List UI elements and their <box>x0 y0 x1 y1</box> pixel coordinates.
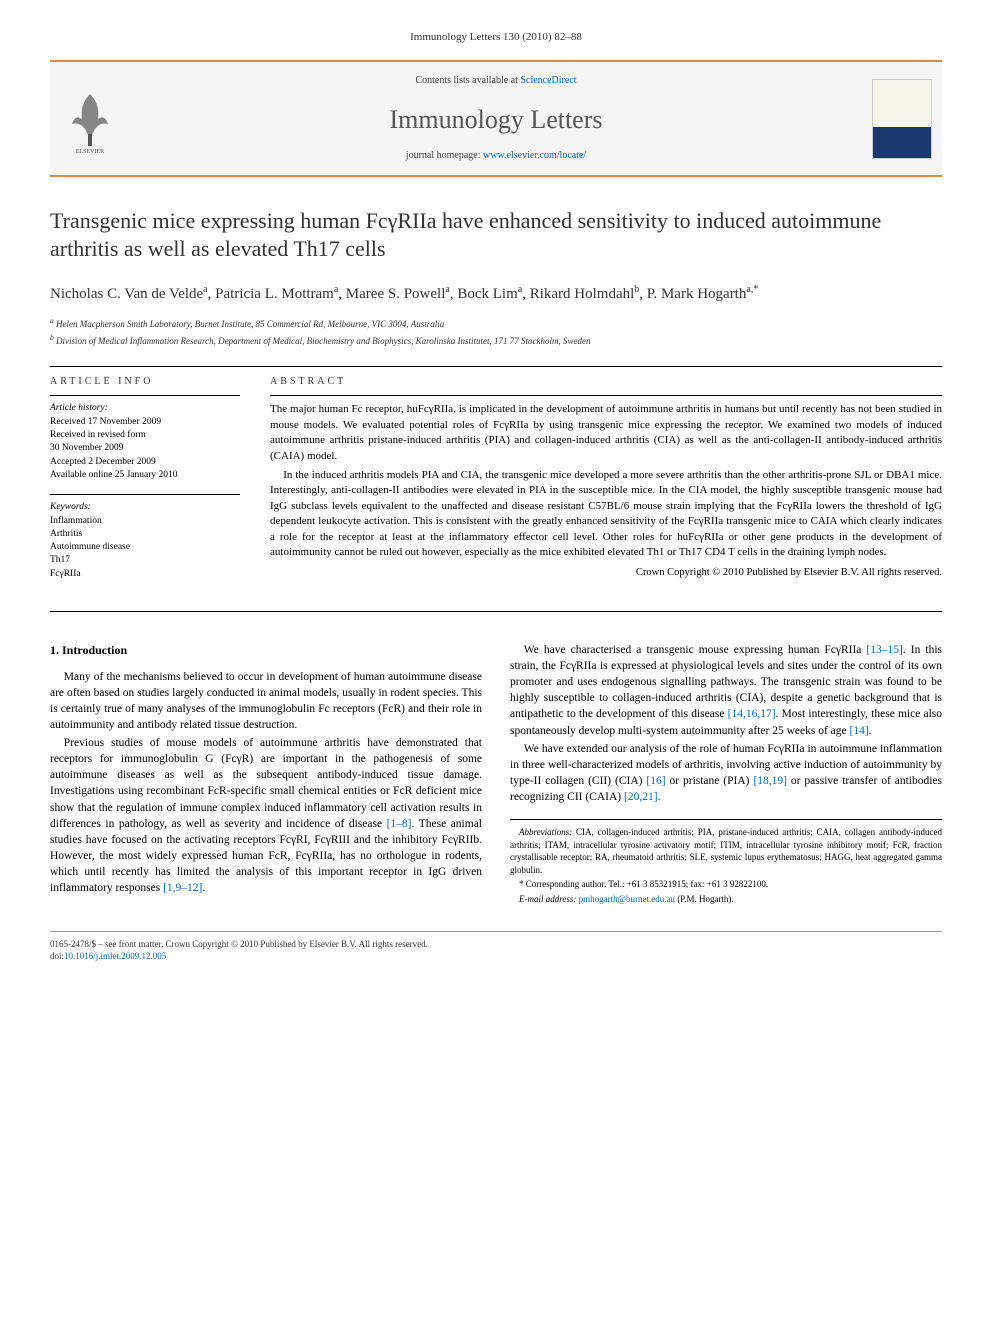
elsevier-tree-logo: ELSEVIER <box>60 84 120 154</box>
intro-p3: We have characterised a transgenic mouse… <box>510 642 942 739</box>
keyword: Th17 <box>50 554 240 567</box>
affiliations: a Helen Macpherson Smith Laboratory, Bur… <box>50 315 942 348</box>
sciencedirect-link[interactable]: ScienceDirect <box>520 75 576 86</box>
ref-link[interactable]: [14,16,17] <box>728 708 776 720</box>
keywords-label: Keywords: <box>50 501 240 514</box>
article-history-block: Article history: Received 17 November 20… <box>50 395 240 482</box>
cover-thumb-cell <box>862 62 942 174</box>
abstract-p1: The major human Fc receptor, huFcγRIIa, … <box>270 402 942 464</box>
footnotes: Abbreviations: CIA, collagen-induced art… <box>510 819 942 906</box>
affiliation-a: a Helen Macpherson Smith Laboratory, Bur… <box>50 315 942 332</box>
history-line: Accepted 2 December 2009 <box>50 456 240 469</box>
keyword: Autoimmune disease <box>50 541 240 554</box>
keyword: FcγRIIa <box>50 568 240 581</box>
journal-name: Immunology Letters <box>140 102 852 138</box>
divider <box>50 611 942 612</box>
history-line: 30 November 2009 <box>50 442 240 455</box>
ref-link[interactable]: [13–15] <box>866 644 902 656</box>
doi-link[interactable]: 10.1016/j.imlet.2009.12.005 <box>64 951 166 961</box>
keywords-block: Keywords: Inflammation Arthritis Autoimm… <box>50 494 240 581</box>
article-info-column: ARTICLE INFO Article history: Received 1… <box>50 375 240 593</box>
author-list: Nicholas C. Van de Veldea, Patricia L. M… <box>50 282 942 306</box>
divider <box>50 366 942 367</box>
corresponding-email-link[interactable]: pmhogarth@burnet.edu.au <box>579 894 675 904</box>
abstract-p2: In the induced arthritis models PIA and … <box>270 468 942 560</box>
banner-center: Contents lists available at ScienceDirec… <box>130 62 862 174</box>
ref-link[interactable]: [1,9–12] <box>163 882 202 894</box>
keyword: Inflammation <box>50 515 240 528</box>
ref-link[interactable]: [14] <box>850 725 869 737</box>
history-label: Article history: <box>50 402 240 415</box>
abstract-text: The major human Fc receptor, huFcγRIIa, … <box>270 395 942 581</box>
body-text: 1. Introduction Many of the mechanisms b… <box>50 642 942 906</box>
citation-text: Immunology Letters 130 (2010) 82–88 <box>410 31 582 43</box>
abstract-column: ABSTRACT The major human Fc receptor, hu… <box>270 375 942 593</box>
email-footnote: E-mail address: pmhogarth@burnet.edu.au … <box>510 893 942 906</box>
journal-homepage-link[interactable]: www.elsevier.com/locate/ <box>483 150 586 161</box>
affiliation-b: b Division of Medical Inflammation Resea… <box>50 332 942 349</box>
publisher-logo-cell: ELSEVIER <box>50 62 130 174</box>
intro-p2: Previous studies of mouse models of auto… <box>50 735 482 896</box>
history-line: Received in revised form <box>50 429 240 442</box>
ref-link[interactable]: [1–8] <box>387 818 412 830</box>
journal-cover-thumbnail <box>872 79 932 159</box>
running-header: Immunology Letters 130 (2010) 82–88 <box>50 30 942 45</box>
history-line: Received 17 November 2009 <box>50 416 240 429</box>
intro-p1: Many of the mechanisms believed to occur… <box>50 669 482 733</box>
article-title: Transgenic mice expressing human FcγRIIa… <box>50 207 942 264</box>
journal-banner: ELSEVIER Contents lists available at Sci… <box>50 60 942 176</box>
corresponding-author-footnote: * Corresponding author. Tel.: +61 3 8532… <box>510 878 942 891</box>
abstract-heading: ABSTRACT <box>270 375 942 389</box>
ref-link[interactable]: [18,19] <box>753 775 787 787</box>
footer-copyright: 0165-2478/$ – see front matter. Crown Co… <box>50 938 942 951</box>
info-abstract-row: ARTICLE INFO Article history: Received 1… <box>50 375 942 593</box>
journal-homepage-line: journal homepage: www.elsevier.com/locat… <box>140 149 852 163</box>
intro-p4: We have extended our analysis of the rol… <box>510 741 942 805</box>
abstract-copyright: Crown Copyright © 2010 Published by Else… <box>270 566 942 581</box>
section-heading-intro: 1. Introduction <box>50 642 482 659</box>
page-footer: 0165-2478/$ – see front matter. Crown Co… <box>50 931 942 963</box>
footer-doi: doi:10.1016/j.imlet.2009.12.005 <box>50 950 942 963</box>
svg-text:ELSEVIER: ELSEVIER <box>76 149 104 154</box>
article-info-heading: ARTICLE INFO <box>50 375 240 389</box>
ref-link[interactable]: [16] <box>646 775 665 787</box>
contents-available-line: Contents lists available at ScienceDirec… <box>140 74 852 88</box>
abbreviations-footnote: Abbreviations: CIA, collagen-induced art… <box>510 826 942 876</box>
ref-link[interactable]: [20,21] <box>624 791 658 803</box>
history-line: Available online 25 January 2010 <box>50 469 240 482</box>
keyword: Arthritis <box>50 528 240 541</box>
